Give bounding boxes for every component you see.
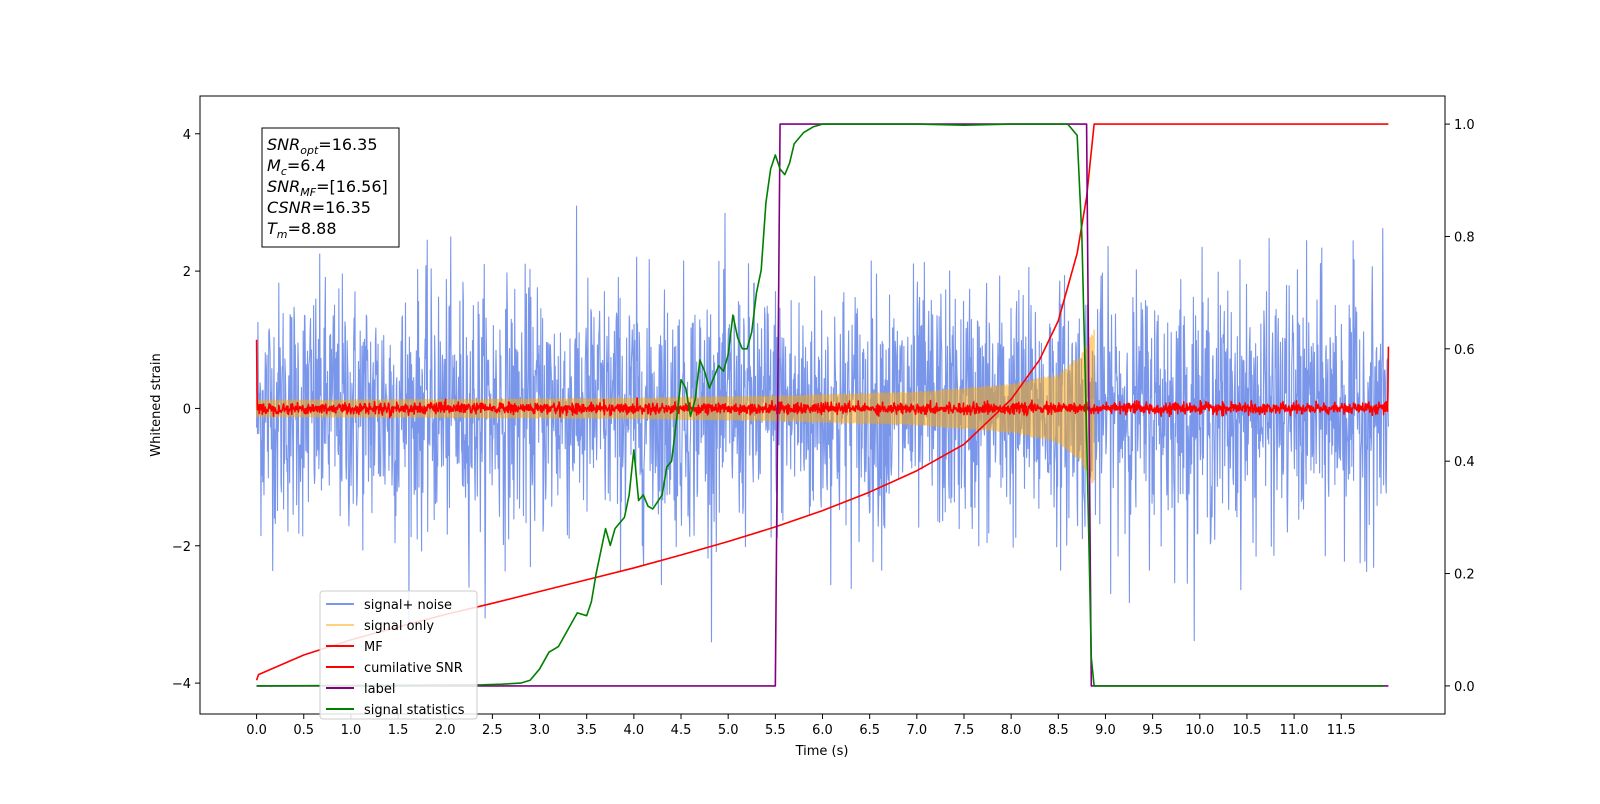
annotation-line: Mc=6.4 xyxy=(267,156,326,178)
annotation-line: SNRopt=16.35 xyxy=(267,135,378,157)
series-mf xyxy=(255,339,1390,419)
x-tick-label: 2.0 xyxy=(435,723,456,738)
annotation-frame xyxy=(261,127,400,248)
x-tick-label: 4.0 xyxy=(624,723,645,738)
legend-entry: signal only xyxy=(364,619,434,634)
legend-entry: label xyxy=(364,682,395,697)
y2-tick-label: 0.6 xyxy=(1454,343,1475,358)
y-tick-label: 0 xyxy=(183,402,191,417)
x-tick-label: 9.0 xyxy=(1095,723,1116,738)
y2-tick-label: 0.4 xyxy=(1454,455,1475,470)
y2-tick-label: 1.0 xyxy=(1454,118,1475,133)
y-tick-label: −4 xyxy=(172,677,191,692)
y2-tick-label: 0.8 xyxy=(1454,230,1475,245)
x-tick-label: 0.0 xyxy=(246,723,267,738)
annotation-line: Tm=8.88 xyxy=(267,219,337,241)
x-tick-label: 5.0 xyxy=(718,723,739,738)
y-tick-label: 4 xyxy=(183,128,191,143)
x-tick-label: 11.5 xyxy=(1327,723,1356,738)
x-tick-label: 7.0 xyxy=(906,723,927,738)
legend-frame xyxy=(319,590,478,720)
x-tick-label: 1.5 xyxy=(388,723,409,738)
y-tick-label: −2 xyxy=(172,540,191,555)
x-tick-label: 4.5 xyxy=(671,723,692,738)
x-tick-label: 6.5 xyxy=(859,723,880,738)
y-tick-label: 2 xyxy=(183,265,191,280)
legend-entry: cumilative SNR xyxy=(364,661,463,676)
legend-entry: MF xyxy=(364,640,383,655)
legend-entry: signal statistics xyxy=(364,703,465,718)
x-tick-label: 9.5 xyxy=(1142,723,1163,738)
x-tick-label: 11.0 xyxy=(1280,723,1309,738)
x-tick-label: 10.0 xyxy=(1185,723,1214,738)
x-tick-label: 5.5 xyxy=(765,723,786,738)
x-tick-label: 3.5 xyxy=(576,723,597,738)
x-tick-label: 1.0 xyxy=(341,723,362,738)
legend-entry: signal+ noise xyxy=(364,598,452,613)
x-axis-label: Time (s) xyxy=(795,744,849,759)
x-tick-label: 2.5 xyxy=(482,723,503,738)
x-tick-label: 8.5 xyxy=(1048,723,1069,738)
legend: signal+ noise signal only MF cumilative SNR… xyxy=(319,590,478,720)
x-tick-label: 6.0 xyxy=(812,723,833,738)
y2-tick-label: 0.0 xyxy=(1454,680,1475,695)
y-axis-label: Whitened strain xyxy=(149,353,164,456)
annotation-line: SNRMF=[16.56] xyxy=(267,177,388,199)
y2-tick-label: 0.2 xyxy=(1454,568,1475,583)
series-signal-statistics xyxy=(256,123,1384,687)
x-tick-label: 7.5 xyxy=(954,723,975,738)
x-tick-label: 10.5 xyxy=(1232,723,1261,738)
x-tick-label: 8.0 xyxy=(1001,723,1022,738)
axes-layer: 0.0 0.5 1.0 1.5 2.0 2.5 3.0 3.5 4.0 4.5 5.0 5.5 6.0 6… xyxy=(172,118,1475,738)
annotation-box: SNRopt=16.35Mc=6.4SNRMF=[16.56]CSNR=16.3… xyxy=(261,127,400,248)
x-tick-label: 3.0 xyxy=(529,723,550,738)
annotation-line: CSNR=16.35 xyxy=(267,198,371,217)
x-tick-label: 0.5 xyxy=(293,723,314,738)
